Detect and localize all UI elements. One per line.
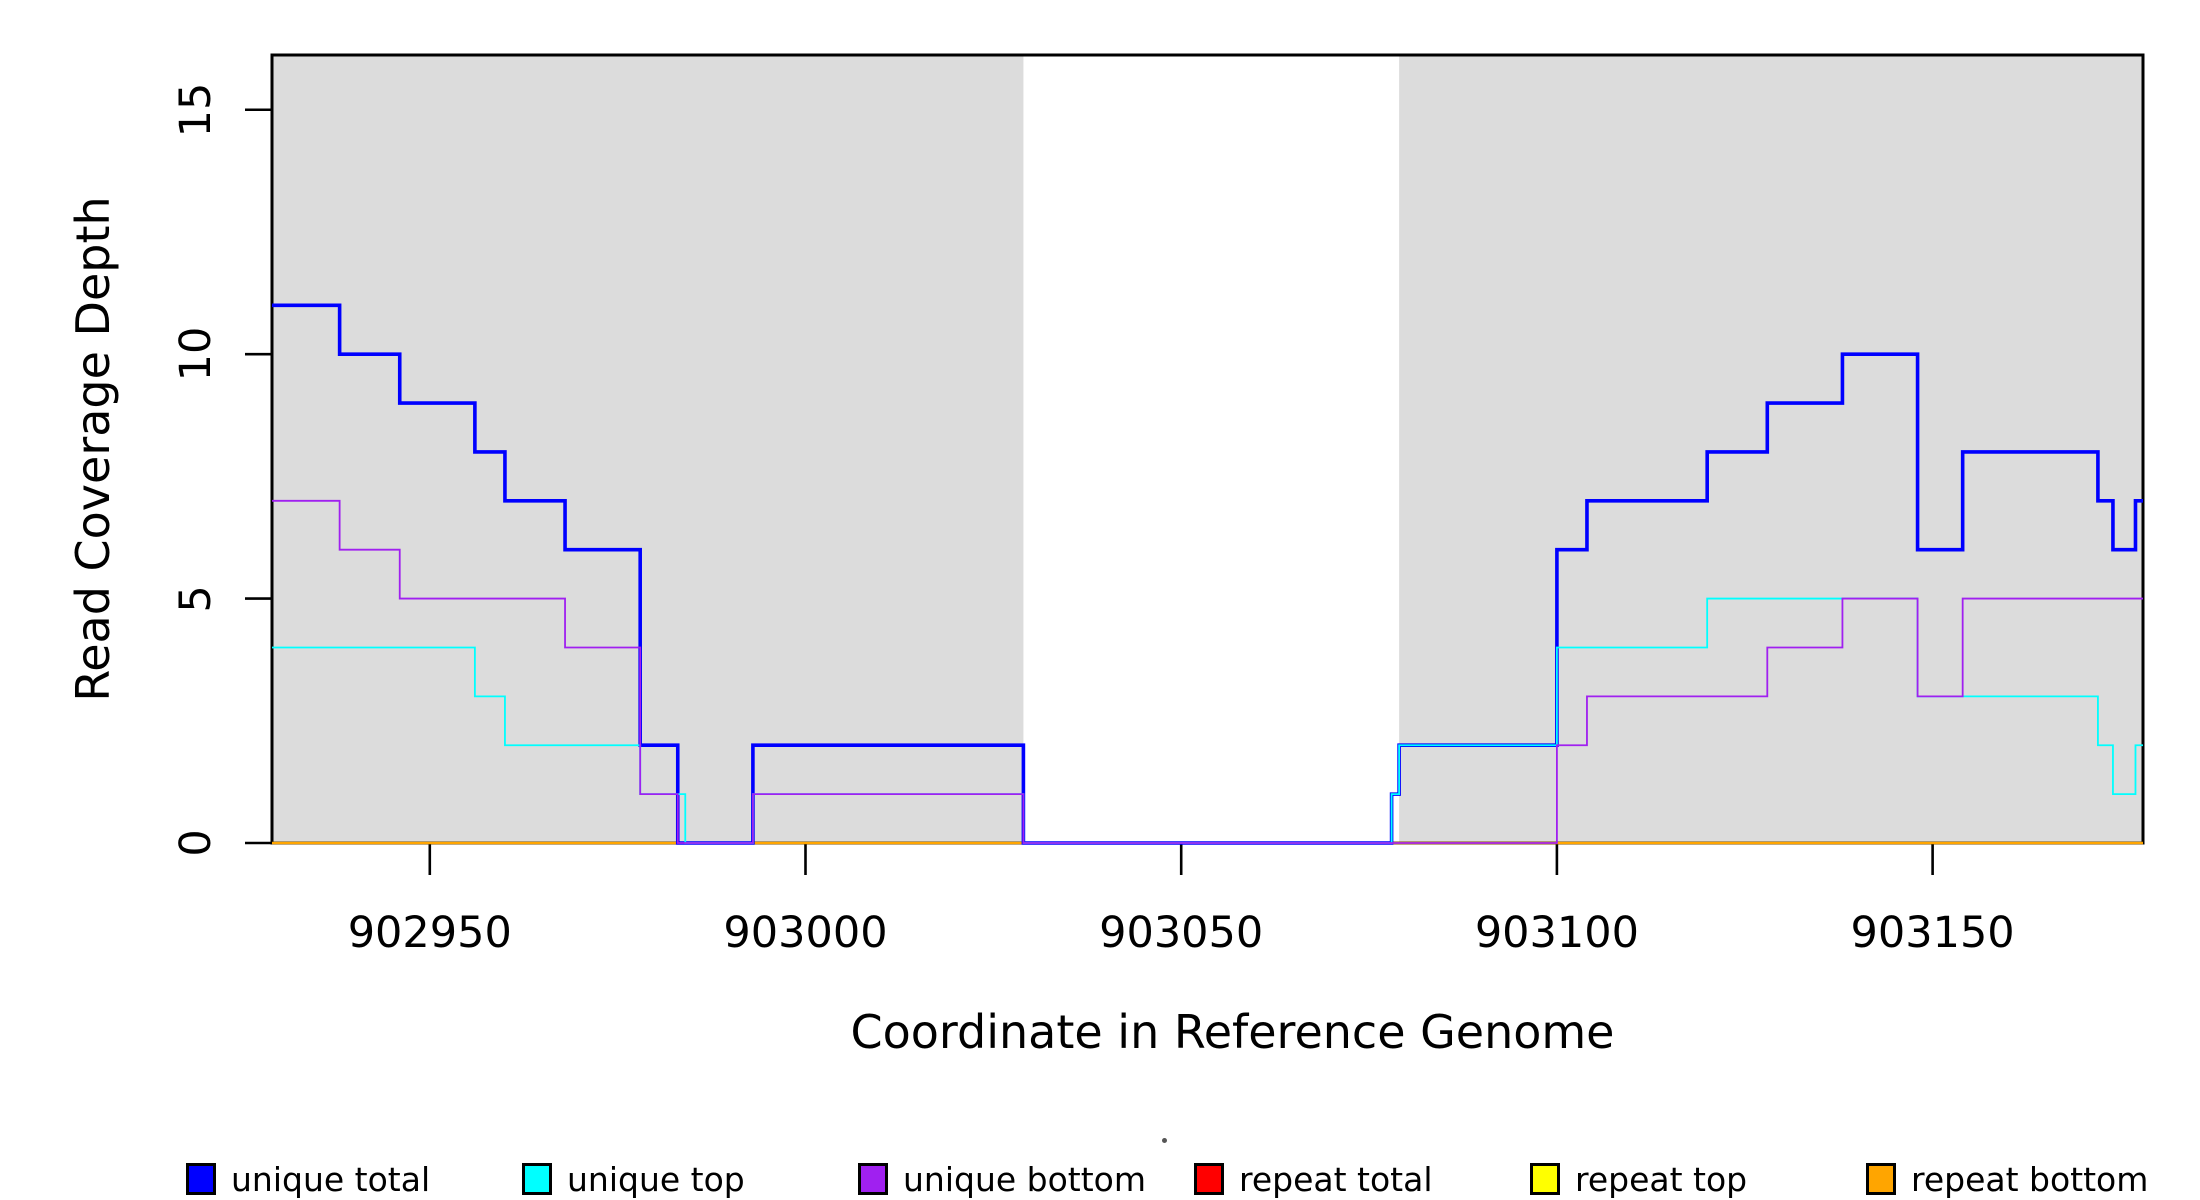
legend-label: unique bottom bbox=[903, 1159, 1147, 1199]
series-line-unique-top bbox=[272, 597, 2143, 844]
legend-label: unique top bbox=[567, 1159, 745, 1199]
y-tick-label: 5 bbox=[171, 584, 221, 613]
legend-item-unique-bottom: unique bottom bbox=[858, 1155, 1146, 1200]
legend-swatch-unique-total bbox=[186, 1163, 216, 1195]
x-tick-label: 903150 bbox=[1850, 908, 2015, 958]
legend-swatch-repeat-bottom bbox=[1866, 1163, 1896, 1195]
legend-item-unique-top: unique top bbox=[522, 1155, 745, 1200]
legend-swatch-unique-top bbox=[522, 1163, 552, 1195]
legend-stray-dot bbox=[1162, 1138, 1167, 1143]
legend-item-unique-total: unique total bbox=[186, 1155, 430, 1200]
legend-item-repeat-bottom: repeat bottom bbox=[1866, 1155, 2148, 1200]
legend-label: repeat top bbox=[1575, 1159, 1748, 1199]
shaded-region bbox=[272, 55, 1024, 843]
series-line-unique-bottom bbox=[272, 499, 2143, 844]
shaded-region bbox=[1399, 55, 2143, 843]
y-tick-label: 15 bbox=[171, 82, 221, 138]
y-tick-label: 10 bbox=[171, 326, 221, 382]
legend-label: unique total bbox=[231, 1159, 431, 1199]
x-axis-title: Coordinate in Reference Genome bbox=[850, 1005, 1615, 1059]
x-tick-label: 903050 bbox=[1099, 908, 1264, 958]
x-tick-label: 903100 bbox=[1474, 908, 1639, 958]
legend-swatch-repeat-total bbox=[1194, 1163, 1224, 1195]
legend-swatch-unique-bottom bbox=[858, 1163, 888, 1195]
legend-label: repeat total bbox=[1239, 1159, 1433, 1199]
x-tick-label: 902950 bbox=[347, 908, 512, 958]
y-axis-title: Read Coverage Depth bbox=[66, 196, 120, 702]
legend-item-repeat-total: repeat total bbox=[1194, 1155, 1433, 1200]
legend-label: repeat bottom bbox=[1911, 1159, 2149, 1199]
legend-item-repeat-top: repeat top bbox=[1530, 1155, 1747, 1200]
x-tick-label: 903000 bbox=[723, 908, 888, 958]
y-tick-label: 0 bbox=[171, 829, 221, 857]
legend-swatch-repeat-top bbox=[1530, 1163, 1560, 1195]
